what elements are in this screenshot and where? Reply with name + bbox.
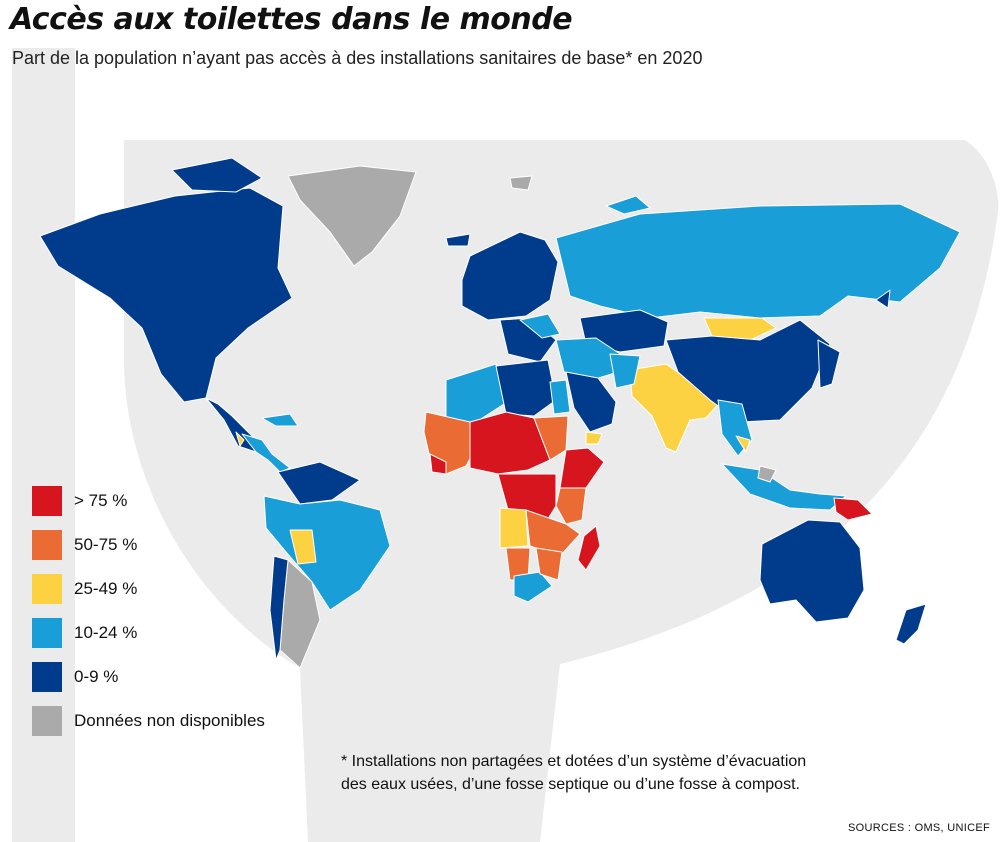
region-10to24 bbox=[721, 463, 847, 511]
sources-credit: SOURCES : OMS, UNICEF bbox=[848, 822, 990, 834]
legend-item-na: Données non disponibles bbox=[32, 706, 265, 736]
region-10to24 bbox=[555, 203, 961, 319]
region-na bbox=[509, 175, 533, 191]
region-50to75 bbox=[535, 547, 563, 581]
legend-swatch bbox=[32, 486, 62, 516]
legend-label: 10-24 % bbox=[74, 623, 138, 642]
legend-item-0to9: 0-9 % bbox=[32, 662, 265, 692]
region-0to9 bbox=[461, 231, 559, 321]
region-25to49 bbox=[499, 507, 529, 549]
region-gt75 bbox=[833, 497, 873, 521]
region-0to9 bbox=[875, 289, 891, 309]
legend-label: 50-75 % bbox=[74, 535, 138, 554]
region-0to9 bbox=[495, 359, 557, 417]
legend-swatch bbox=[32, 574, 62, 604]
region-25to49 bbox=[235, 431, 245, 447]
region-25to49 bbox=[289, 529, 317, 565]
region-0to9 bbox=[565, 371, 617, 433]
region-na bbox=[287, 165, 417, 267]
region-10to24 bbox=[261, 413, 299, 427]
map-legend: > 75 % 50-75 % 25-49 % 10-24 % 0-9 % Don… bbox=[32, 486, 265, 750]
region-gt75 bbox=[429, 453, 447, 475]
region-0to9 bbox=[171, 157, 263, 193]
region-50to75 bbox=[555, 487, 587, 525]
region-50to75 bbox=[525, 509, 581, 557]
region-0to9 bbox=[39, 187, 293, 403]
region-10to24 bbox=[513, 571, 553, 603]
legend-item-10to24: 10-24 % bbox=[32, 618, 265, 648]
legend-label: 0-9 % bbox=[74, 667, 119, 686]
region-10to24 bbox=[549, 379, 571, 415]
region-gt75 bbox=[559, 447, 605, 489]
legend-swatch bbox=[32, 706, 62, 736]
legend-swatch bbox=[32, 662, 62, 692]
legend-label: > 75 % bbox=[74, 491, 128, 510]
region-10to24 bbox=[241, 433, 291, 473]
legend-item-25to49: 25-49 % bbox=[32, 574, 265, 604]
region-gt75 bbox=[577, 525, 601, 571]
region-gt75 bbox=[469, 411, 551, 475]
region-0to9 bbox=[205, 397, 257, 453]
footnote-line-2: des eaux usées, d’une fosse septique ou … bbox=[341, 776, 800, 793]
region-0to9 bbox=[665, 319, 831, 423]
region-10to24 bbox=[609, 353, 641, 389]
region-10to24 bbox=[605, 195, 651, 215]
legend-swatch bbox=[32, 530, 62, 560]
region-0to9 bbox=[759, 519, 865, 623]
region-na bbox=[757, 465, 777, 483]
region-0to9 bbox=[269, 555, 289, 661]
footnote: * Installations non partagées et dotées … bbox=[341, 750, 806, 796]
legend-label: 25-49 % bbox=[74, 579, 138, 598]
region-25to49 bbox=[703, 317, 777, 343]
region-0to9 bbox=[895, 603, 927, 645]
region-10to24 bbox=[519, 313, 561, 339]
region-0to9 bbox=[817, 339, 841, 389]
region-10to24 bbox=[263, 495, 391, 611]
region-25to49 bbox=[585, 431, 603, 445]
legend-item-gt75: > 75 % bbox=[32, 486, 265, 516]
legend-swatch bbox=[32, 618, 62, 648]
legend-item-50to75: 50-75 % bbox=[32, 530, 265, 560]
region-0to9 bbox=[445, 233, 471, 247]
footnote-line-1: * Installations non partagées et dotées … bbox=[341, 753, 807, 770]
legend-label: Données non disponibles bbox=[74, 711, 265, 730]
page-subtitle: Part de la population n’ayant pas accès … bbox=[12, 48, 703, 68]
region-10to24 bbox=[445, 363, 505, 427]
region-25to49 bbox=[735, 435, 751, 453]
page-title: Accès aux toilettes dans le monde bbox=[10, 2, 573, 37]
region-0to9 bbox=[277, 461, 361, 505]
